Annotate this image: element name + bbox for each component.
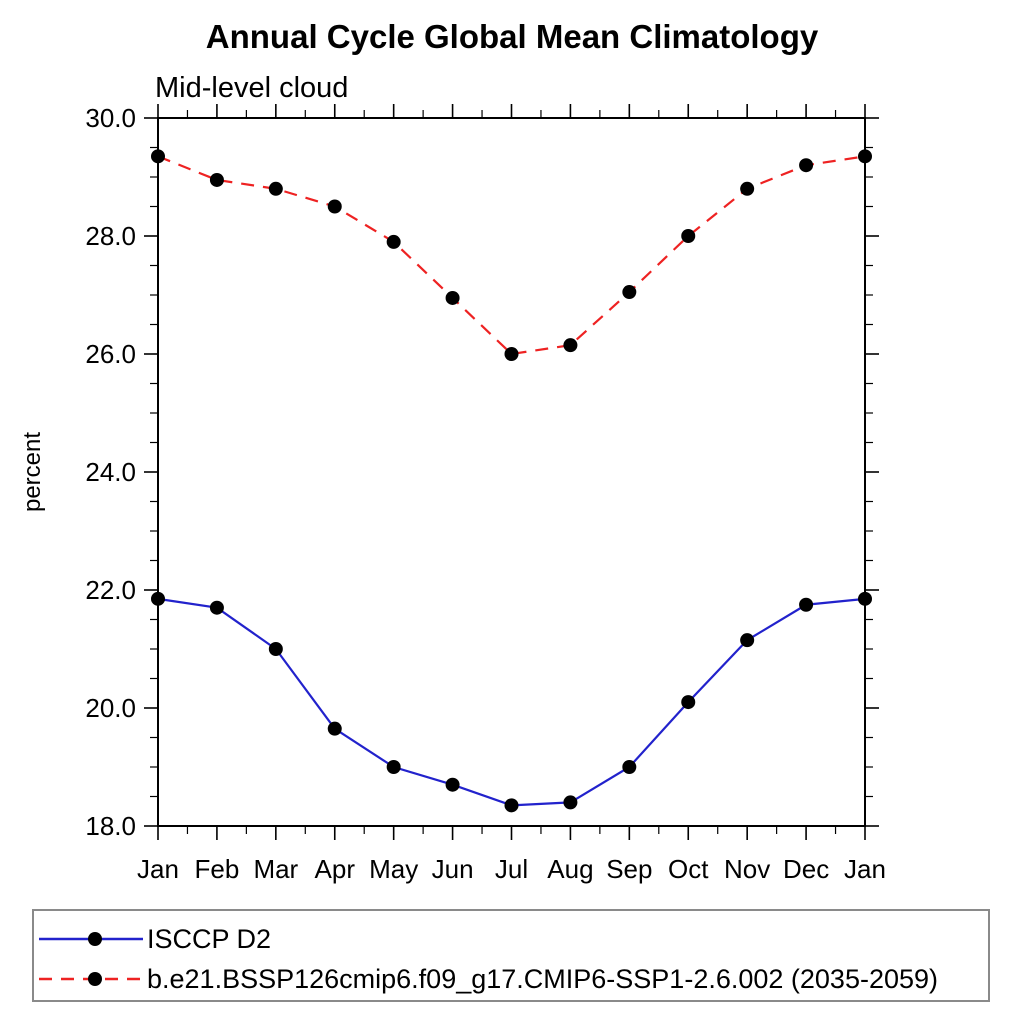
data-point-marker <box>445 777 460 792</box>
chart-title: Annual Cycle Global Mean Climatology <box>205 18 819 55</box>
data-point-marker <box>268 642 283 656</box>
y-axis-tick-label: 28.0 <box>85 221 136 251</box>
data-point-marker <box>209 600 224 615</box>
plot-frame <box>157 117 866 827</box>
x-axis-tick-label: Nov <box>724 854 770 884</box>
data-point-marker <box>622 285 637 300</box>
data-point-marker <box>327 721 342 736</box>
data-point-marker <box>386 234 401 249</box>
x-axis-tick-label: Jan <box>844 854 886 884</box>
chart-subtitle: Mid-level cloud <box>155 72 349 104</box>
data-point-marker <box>386 760 401 774</box>
data-point-marker <box>563 795 578 810</box>
y-axis-tick-label: 30.0 <box>85 103 136 133</box>
y-axis-tick-label: 20.0 <box>85 693 136 723</box>
data-point-marker <box>504 798 519 813</box>
data-point-marker <box>445 290 460 305</box>
y-axis-tick-label: 26.0 <box>85 339 136 369</box>
data-point-marker <box>740 633 755 648</box>
x-axis-tick-label: Mar <box>253 854 298 884</box>
legend-item-isccp: ISCCP D2 <box>39 919 271 959</box>
data-point-marker <box>681 695 696 710</box>
data-point-marker <box>740 181 755 196</box>
x-axis-tick-label: Apr <box>315 854 356 884</box>
data-point-marker <box>799 158 814 173</box>
series-line-isccp <box>157 597 866 807</box>
data-point-marker <box>858 149 872 164</box>
x-axis-tick-label: Feb <box>195 854 240 884</box>
legend-label: b.e21.BSSP126cmip6.f09_g17.CMIP6-SSP1-2.… <box>147 963 939 994</box>
legend-label: ISCCP D2 <box>147 923 272 954</box>
data-point-marker <box>858 591 872 606</box>
data-point-marker <box>504 347 519 361</box>
y-axis-tick-label: 24.0 <box>85 457 136 487</box>
legend-item-model: b.e21.BSSP126cmip6.f09_g17.CMIP6-SSP1-2.… <box>39 959 938 999</box>
legend-line-sample-solid <box>39 932 143 946</box>
series-line-model <box>157 155 866 356</box>
legend: ISCCP D2 b.e21.BSSP126cmip6.f09_g17.CMIP… <box>32 909 990 1002</box>
y-axis-tick-label: 22.0 <box>85 575 136 605</box>
data-point-marker <box>209 172 224 187</box>
data-point-marker <box>151 591 165 606</box>
x-axis-tick-label: Dec <box>783 854 829 884</box>
data-point-marker <box>622 760 637 774</box>
x-axis-tick-label: Jun <box>432 854 474 884</box>
x-axis-tick-label: May <box>369 854 418 884</box>
data-point-marker <box>268 181 283 196</box>
x-axis-tick-label: Jul <box>495 854 528 884</box>
y-axis-tick-label: 18.0 <box>85 811 136 841</box>
x-axis-tick-label: Jan <box>137 854 179 884</box>
data-point-marker <box>681 229 696 243</box>
data-point-marker <box>327 199 342 214</box>
x-axis-tick-label: Oct <box>668 854 709 884</box>
data-point-marker <box>151 149 165 164</box>
legend-line-sample-dashed <box>39 972 143 986</box>
y-axis-label: percent <box>19 432 46 512</box>
data-point-marker <box>799 597 814 612</box>
data-point-marker <box>563 338 578 353</box>
x-axis-tick-label: Sep <box>606 854 652 884</box>
x-axis-tick-label: Aug <box>547 854 593 884</box>
